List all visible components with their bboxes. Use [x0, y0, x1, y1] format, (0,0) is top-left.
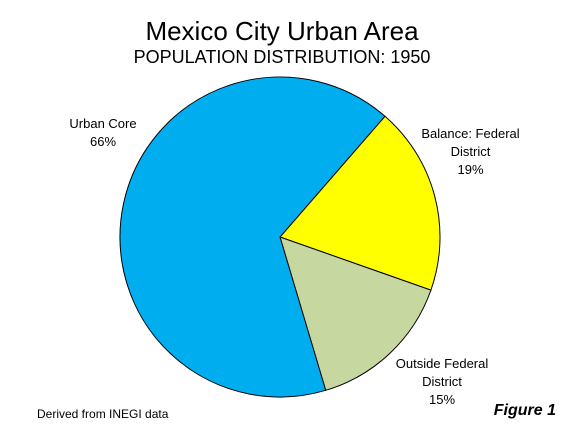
category-label: Outside Federal District — [395, 356, 489, 389]
chart-title: Mexico City Urban Area — [145, 16, 419, 46]
value-label: 19% — [457, 162, 484, 177]
value-label: 15% — [428, 392, 456, 407]
figure-label: Figure 1 — [494, 402, 556, 419]
chart-subtitle: POPULATION DISTRIBUTION: 1950 — [134, 47, 431, 67]
pie-slice — [119, 76, 386, 398]
category-label: Urban Core — [69, 116, 137, 131]
value-label: 66% — [89, 134, 117, 149]
slice-label: Urban Core 66% — [48, 115, 158, 151]
source-note: Derived from INEGI data — [37, 407, 169, 421]
pie-slice — [279, 236, 432, 391]
slice-label: Balance: Federal District 19% — [408, 125, 533, 179]
category-label: Balance: Federal District — [421, 126, 520, 159]
pie-slice — [279, 115, 441, 291]
slice-label: Outside Federal District 15% — [378, 355, 506, 409]
